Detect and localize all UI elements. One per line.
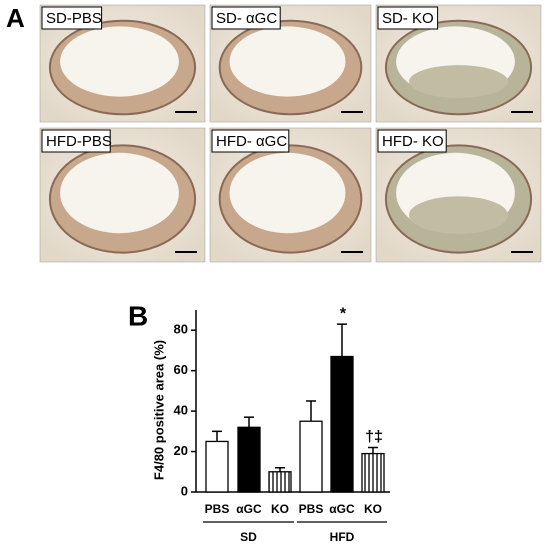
lumen (229, 152, 346, 234)
image-label: SD- KO (382, 10, 434, 27)
significance-marker: †‡ (365, 429, 383, 446)
x-tick-label: KO (364, 502, 382, 516)
panel-label: A (6, 3, 25, 33)
micrograph: HFD-PBS (39, 127, 206, 263)
plaque (409, 196, 508, 234)
y-tick-label: 80 (174, 322, 188, 337)
bar (330, 355, 354, 493)
y-axis-label: F4/80 positive area (%) (151, 340, 166, 480)
bar (268, 471, 292, 493)
x-tick-label: PBS (299, 502, 324, 516)
lumen (229, 26, 346, 97)
x-tick-label: KO (271, 502, 289, 516)
micrograph: SD- KO (375, 4, 542, 123)
x-tick-label: αGC (329, 502, 355, 516)
y-tick-label: 0 (181, 483, 188, 498)
image-label: HFD- αGC (216, 133, 287, 150)
label-box (377, 129, 447, 153)
panel-label: B (128, 300, 148, 331)
y-tick-label: 60 (174, 362, 188, 377)
label-box (377, 6, 439, 30)
y-tick-label: 20 (174, 443, 188, 458)
bar (361, 452, 385, 493)
image-label: SD- αGC (216, 10, 277, 27)
bar (299, 420, 323, 493)
micrograph: SD- αGC (209, 4, 372, 123)
micrograph: SD-PBS (39, 4, 206, 123)
image-label: SD-PBS (46, 10, 102, 27)
bar (205, 440, 229, 493)
x-tick-label: αGC (236, 502, 262, 516)
micrograph: HFD- αGC (209, 127, 372, 263)
lumen (60, 152, 179, 234)
image-label: HFD-PBS (46, 133, 112, 150)
plaque (409, 65, 508, 98)
x-tick-label: PBS (205, 502, 230, 516)
label-box (211, 6, 281, 30)
label-box (41, 6, 103, 30)
label-box (211, 129, 290, 153)
group-label: HFD (330, 530, 355, 544)
label-box (41, 129, 111, 153)
significance-marker: * (340, 305, 347, 322)
image-label: HFD- KO (382, 133, 444, 150)
y-tick-label: 40 (174, 403, 188, 418)
micrograph: HFD- KO (375, 127, 542, 263)
group-label: SD (240, 530, 257, 544)
lumen (60, 26, 179, 97)
bar (237, 426, 261, 493)
